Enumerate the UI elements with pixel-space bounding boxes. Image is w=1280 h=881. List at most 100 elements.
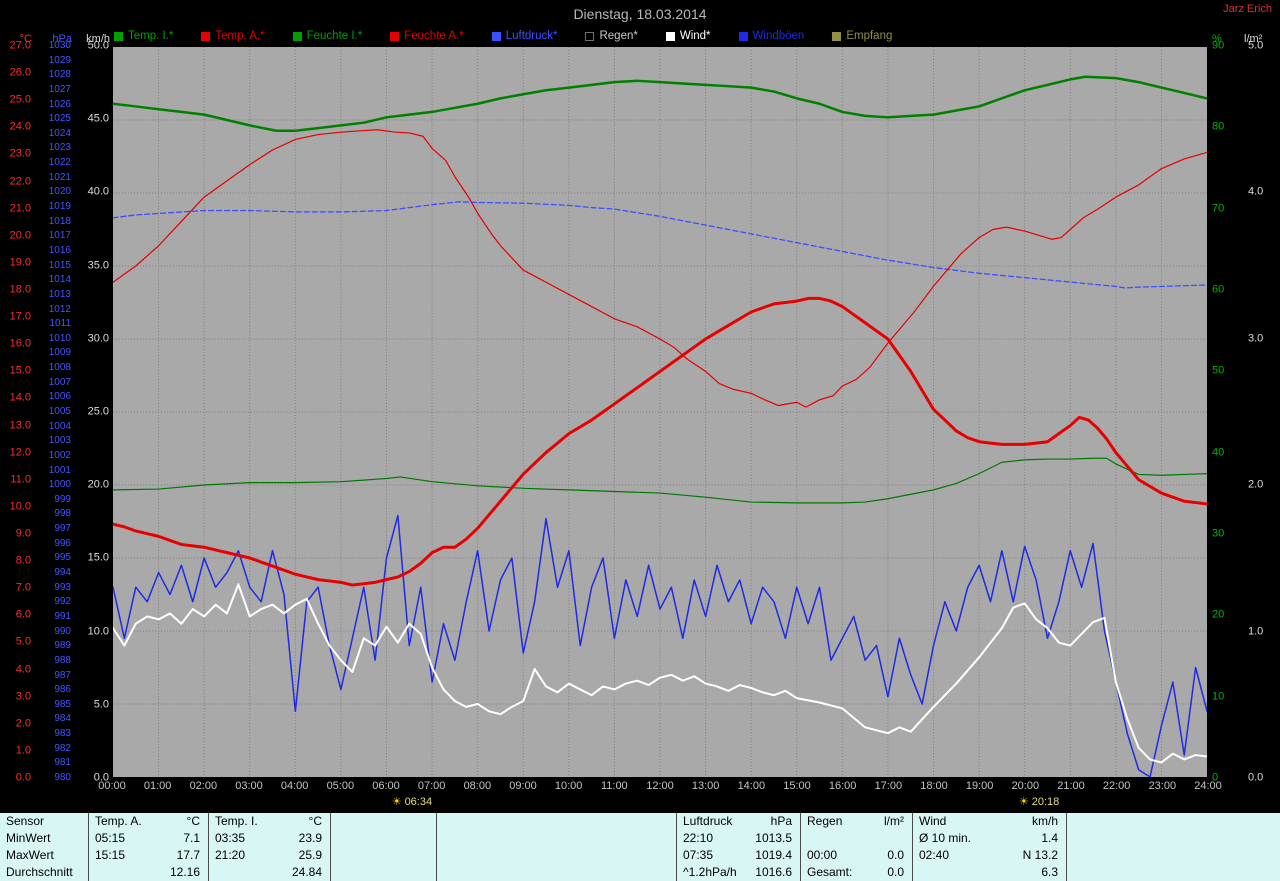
legend-item-windboeen[interactable]: Windböen xyxy=(738,30,805,42)
stats-cell-right: 1016.6 xyxy=(755,865,792,879)
hpa-tick-label: 1007 xyxy=(48,376,71,388)
stats-value-cell xyxy=(800,830,912,847)
stats-value-cell: Gesamt: 0.0 xyxy=(800,864,912,881)
hpa-tick-label: 1025 xyxy=(48,113,71,125)
x-axis-label: 10:00 xyxy=(554,780,583,792)
hpa-tick-label: 1010 xyxy=(48,332,71,344)
wind-swatch-icon xyxy=(665,31,675,41)
kmh-tick-label: 25.0 xyxy=(87,405,109,418)
hpa-tick-label: 988 xyxy=(54,654,71,666)
stats-value-cell: 24.84 xyxy=(208,864,330,881)
stats-cell-left: 02:40 xyxy=(919,848,950,862)
temp_c-tick-label: 11.0 xyxy=(10,473,31,486)
legend-item-temp-a[interactable]: Temp. A.* xyxy=(201,30,265,42)
x-axis-label: 14:00 xyxy=(737,780,766,792)
x-axis-label: 20:00 xyxy=(1011,780,1040,792)
kmh-tick-label: 50.0 xyxy=(87,39,109,52)
temp_c-tick-label: 0.0 xyxy=(15,771,31,784)
hpa-tick-label: 983 xyxy=(54,728,71,740)
stats-value-cell: 07:35 1019.4 xyxy=(676,847,800,864)
temp_c-tick-label: 18.0 xyxy=(9,283,31,296)
percent-tick-label: 10 xyxy=(1212,690,1225,703)
hpa-tick-label: 998 xyxy=(54,508,71,520)
unit-label-celsius: °C xyxy=(19,33,32,45)
hpa-tick-label: 1023 xyxy=(48,142,71,154)
percent-tick-label: 30 xyxy=(1212,527,1225,540)
temp_c-tick-label: 9.0 xyxy=(15,527,31,540)
stats-row-label: Durchschnitt xyxy=(6,865,73,879)
stats-value-cell: 21:20 25.9 xyxy=(208,847,330,864)
plot-canvas xyxy=(113,47,1207,777)
hpa-tick-label: 1001 xyxy=(48,464,71,476)
stats-cell-left: Regen xyxy=(807,814,843,828)
feuchte-a-swatch-icon xyxy=(390,31,400,41)
hpa-tick-label: 999 xyxy=(54,493,71,505)
hpa-tick-label: 1028 xyxy=(48,69,71,81)
stats-cell-right: km/h xyxy=(1031,814,1058,828)
x-axis-label: 13:00 xyxy=(691,780,720,792)
temp_c-tick-label: 8.0 xyxy=(15,554,31,567)
hpa-tick-label: 994 xyxy=(54,567,71,579)
temp_c-tick-label: 26.0 xyxy=(9,66,31,79)
stats-row-label: MaxWert xyxy=(6,848,54,862)
stats-cell-right: 1019.4 xyxy=(755,848,792,862)
legend-item-feuchte-i[interactable]: Feuchte I.* xyxy=(292,30,362,42)
hpa-tick-label: 993 xyxy=(54,581,71,593)
legend-item-temp-i[interactable]: Temp. I.* xyxy=(114,30,173,42)
stats-row-label: Sensor xyxy=(6,814,45,828)
stats-value-cell xyxy=(330,864,436,881)
stats-group-header xyxy=(436,813,676,830)
legend-item-empfang[interactable]: Empfang xyxy=(832,30,892,42)
hpa-tick-label: 1009 xyxy=(48,347,71,359)
legend-label: Windböen xyxy=(752,30,805,42)
temp_c-tick-label: 21.0 xyxy=(9,202,31,215)
kmh-tick-label: 40.0 xyxy=(87,185,109,198)
hpa-tick-label: 989 xyxy=(54,640,71,652)
hpa-tick-label: 992 xyxy=(54,596,71,608)
regen-swatch-icon xyxy=(585,31,595,41)
legend-label: Temp. I.* xyxy=(128,30,174,42)
legend-label: Luftdruck* xyxy=(505,30,558,42)
legend-label: Wind* xyxy=(679,30,711,42)
legend-item-luftdruck[interactable]: Luftdruck* xyxy=(491,30,558,42)
legend-item-regen[interactable]: Regen* xyxy=(585,30,638,42)
title-bar: Dienstag, 18.03.2014 Jarz Erich xyxy=(0,0,1280,26)
stats-group-header: Wind km/h xyxy=(912,813,1066,830)
stats-value-cell: 22:10 1013.5 xyxy=(676,830,800,847)
x-axis-label: 01:00 xyxy=(143,780,172,792)
stats-value-cell: 05:15 7.1 xyxy=(88,830,208,847)
temp_c-tick-label: 13.0 xyxy=(9,419,31,432)
stats-group-header: Temp. A. °C xyxy=(88,813,208,830)
stats-cell-right: °C xyxy=(186,814,200,828)
stats-value-cell xyxy=(330,847,436,864)
stats-cell-left: Gesamt: xyxy=(807,865,853,879)
windboeen-swatch-icon xyxy=(738,31,748,41)
page-title: Dienstag, 18.03.2014 xyxy=(573,6,707,22)
x-axis-label: 00:00 xyxy=(98,780,126,792)
stats-value-cell: ^1.2hPa/h 1016.6 xyxy=(676,864,800,881)
unit-label-hpa: hPa xyxy=(52,33,72,45)
x-axis-label: 16:00 xyxy=(828,780,857,792)
author-name: Jarz Erich xyxy=(1223,3,1272,15)
sun-time-label: 06:34 xyxy=(404,796,433,808)
stats-cell-right: 0.0 xyxy=(887,865,904,879)
kmh-tick-label: 15.0 xyxy=(87,551,109,564)
legend-item-feuchte-a[interactable]: Feuchte A.* xyxy=(390,30,464,42)
plot-area[interactable] xyxy=(112,46,1208,778)
stats-cell-left: Temp. I. xyxy=(215,814,258,828)
kmh-tick-label: 10.0 xyxy=(87,625,109,638)
x-axis-label: 12:00 xyxy=(646,780,674,792)
stats-cell-left: Wind xyxy=(919,814,947,828)
legend-item-wind[interactable]: Wind* xyxy=(665,30,711,42)
hpa-tick-label: 1006 xyxy=(48,391,71,403)
stats-value-cell: Ø 10 min. 1.4 xyxy=(912,830,1066,847)
hpa-tick-label: 987 xyxy=(54,669,71,681)
hpa-tick-label: 1012 xyxy=(48,303,71,315)
sun-time-label: 20:18 xyxy=(1031,796,1060,808)
temp_c-tick-label: 19.0 xyxy=(9,256,31,269)
hpa-tick-label: 984 xyxy=(54,713,71,725)
kmh-tick-label: 30.0 xyxy=(87,332,109,345)
temp_c-tick-label: 25.0 xyxy=(9,93,31,106)
stats-cell-right: 6.3 xyxy=(1041,865,1058,879)
hpa-tick-label: 980 xyxy=(54,772,71,783)
